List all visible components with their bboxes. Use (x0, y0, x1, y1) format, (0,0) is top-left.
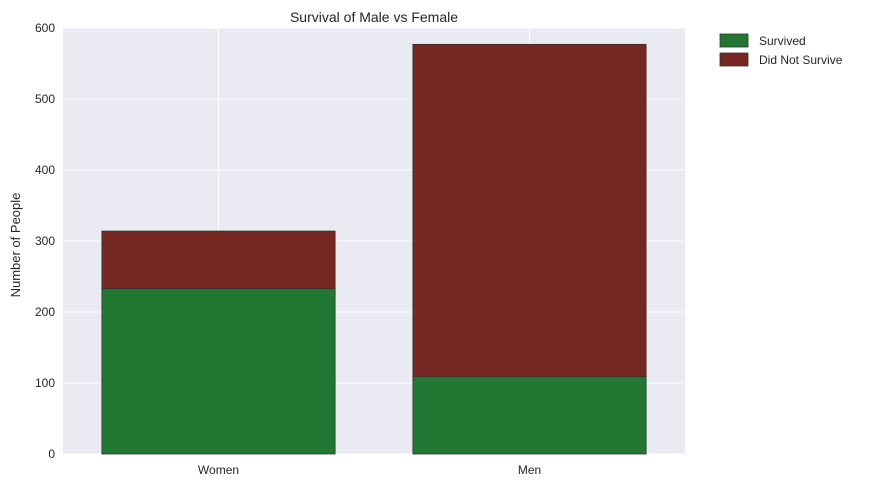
chart-title: Survival of Male vs Female (290, 9, 458, 25)
bar-did-not-survive-women (101, 230, 336, 289)
y-axis-label: Number of People (8, 193, 23, 298)
bar-did-not-survive-men (412, 43, 647, 378)
legend-swatch-survived (719, 33, 749, 48)
bars (101, 43, 647, 455)
x-tick-label: Women (198, 463, 239, 477)
x-tick-label: Men (518, 463, 541, 477)
y-tick-label: 600 (35, 21, 55, 35)
x-tick-labels: Women Men (198, 463, 541, 477)
y-tick-label: 0 (48, 447, 55, 461)
y-tick-label: 200 (35, 305, 55, 319)
legend-label-survived: Survived (759, 34, 806, 48)
y-tick-label: 400 (35, 163, 55, 177)
legend: Survived Did Not Survive (719, 33, 843, 67)
legend-swatch-did-not-survive (719, 52, 749, 67)
y-tick-label: 300 (35, 234, 55, 248)
y-tick-label: 500 (35, 92, 55, 106)
y-tick-label: 100 (35, 376, 55, 390)
bar-survived-men (412, 376, 647, 455)
legend-label-did-not-survive: Did Not Survive (759, 53, 843, 67)
y-tick-labels: 0 100 200 300 400 500 600 (35, 21, 55, 461)
bar-survived-women (101, 288, 336, 455)
